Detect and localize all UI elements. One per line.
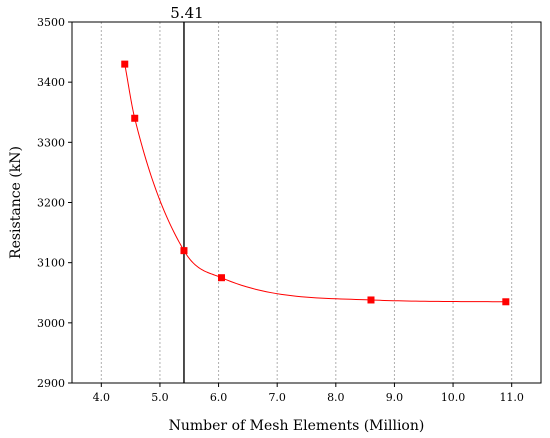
y-tick-label: 3500 [37,16,65,29]
data-point-marker [131,114,139,122]
data-point-marker [367,296,375,304]
series-curve [124,64,506,303]
data-series [121,60,510,306]
x-tick-label: 7.0 [268,391,286,404]
y-tick-label: 3200 [37,197,65,210]
data-point-marker [121,60,129,68]
x-tick-label: 10.0 [441,391,466,404]
data-point-marker [217,274,225,282]
data-point-marker [180,247,188,255]
axes: 4.0 5.0 6.0 7.0 8.0 9.0 10.0 11.0 2900 3000 3100 32… [8,16,524,434]
x-tick-label: 9.0 [386,391,404,404]
x-tick-label: 6.0 [210,391,228,404]
y-tick-label: 3400 [37,76,65,89]
x-tick-label: 8.0 [327,391,345,404]
y-tick-label: 2900 [37,377,65,390]
annotations: 5.41 [170,4,204,383]
annotation-label: 5.41 [170,4,203,22]
data-point-marker [502,298,510,306]
x-axis-label: Number of Mesh Elements (Million) [169,418,425,434]
y-tick-label: 3300 [37,136,65,149]
x-tick-label: 4.0 [93,391,111,404]
y-tick-label: 3100 [37,257,65,270]
x-tick-label: 5.0 [151,391,169,404]
y-axis-label: Resistance (kN) [8,146,24,259]
grid-lines [100,22,513,383]
y-tick-label: 3000 [37,317,65,330]
x-tick-label: 11.0 [499,391,524,404]
